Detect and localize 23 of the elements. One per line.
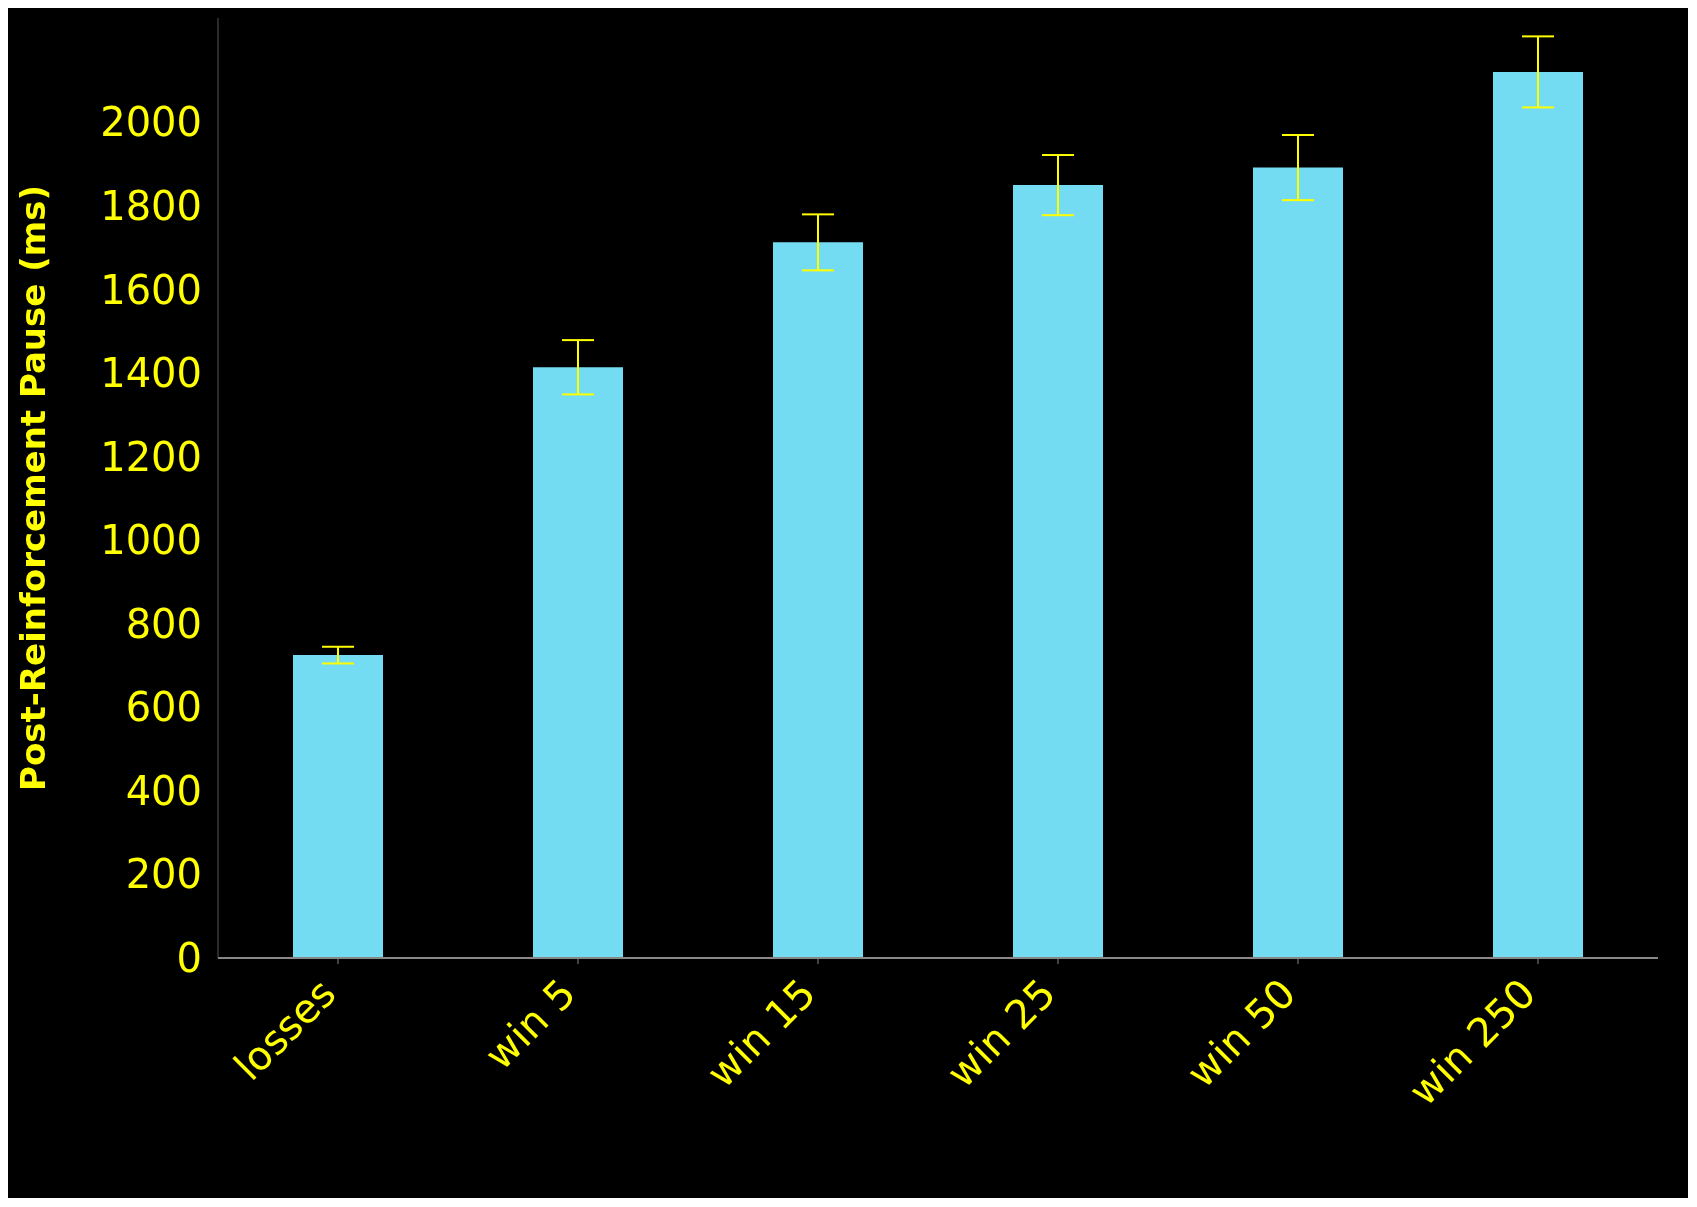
y-tick-label: 600 bbox=[125, 684, 202, 731]
bar bbox=[1013, 185, 1103, 958]
bar bbox=[1253, 167, 1343, 958]
x-tick-label: win 25 bbox=[937, 969, 1065, 1097]
bar bbox=[1493, 71, 1583, 958]
y-tick-label: 800 bbox=[125, 600, 202, 647]
y-tick-label: 1800 bbox=[100, 183, 202, 229]
x-tick-label: win 50 bbox=[1177, 969, 1305, 1097]
y-tick-label: 0 bbox=[176, 935, 202, 981]
y-axis-title: Post-Reinforcement Pause (ms) bbox=[13, 185, 54, 791]
y-tick-label: 1000 bbox=[100, 517, 202, 564]
x-tick-label: win 250 bbox=[1399, 969, 1545, 1115]
y-tick-label: 200 bbox=[125, 851, 202, 898]
bar bbox=[533, 367, 623, 958]
x-tick-label: win 5 bbox=[475, 969, 585, 1079]
y-tick-label: 1200 bbox=[100, 433, 202, 480]
bar bbox=[293, 655, 383, 958]
x-tick-label: win 15 bbox=[697, 969, 825, 1097]
y-tick-label: 1400 bbox=[100, 350, 202, 397]
y-tick-label: 400 bbox=[125, 767, 202, 814]
bar bbox=[773, 242, 863, 958]
y-tick-label: 1600 bbox=[100, 266, 202, 313]
y-tick-label: 2000 bbox=[100, 99, 202, 146]
